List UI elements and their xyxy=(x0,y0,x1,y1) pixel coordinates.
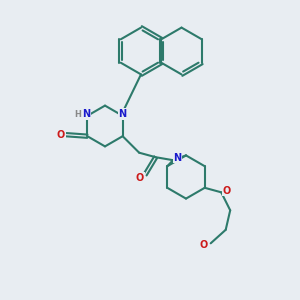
Text: N: N xyxy=(118,109,127,119)
Text: H: H xyxy=(74,110,81,118)
Text: O: O xyxy=(136,172,144,183)
Text: O: O xyxy=(57,130,65,140)
Text: O: O xyxy=(200,240,208,250)
Text: O: O xyxy=(223,186,231,196)
Text: N: N xyxy=(173,153,181,163)
Text: N: N xyxy=(82,109,90,119)
